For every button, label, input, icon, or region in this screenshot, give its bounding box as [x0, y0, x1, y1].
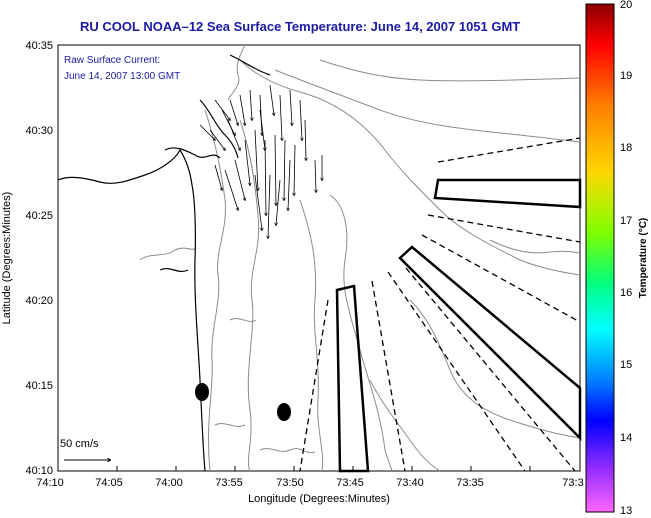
- x-tick-label: 73:45: [336, 477, 364, 489]
- buoy-marker-west: [195, 383, 209, 401]
- bathymetry-contours: [139, 44, 581, 472]
- swath-box-diagonal: [398, 245, 582, 442]
- swath-dashed-lines: [299, 137, 581, 472]
- x-tick-labels: 74:10 74:05 74:00 73:55 73:50 73:45 73:4…: [36, 477, 583, 489]
- x-tick-label: 74:10: [36, 477, 64, 489]
- colorbar-tick-labels: 20 19 18 17 16 15 14 13: [620, 0, 632, 517]
- surface-current-vectors: [199, 84, 322, 238]
- swath-box-vertical: [335, 284, 370, 473]
- sensor-swath-outlines: [335, 178, 582, 473]
- y-tick-labels: 40:35 40:30 40:25 40:20 40:15 40:10: [25, 40, 53, 477]
- figure-title: RU COOL NOAA–12 Sea Surface Temperature:…: [80, 19, 520, 34]
- y-tick-label: 40:35: [25, 40, 53, 52]
- colorbar-tick: 15: [620, 359, 632, 371]
- colorbar-label: Temperature (°C): [638, 218, 649, 299]
- colorbar-tick: 17: [620, 215, 632, 227]
- annotation-line-1: Raw Surface Current:: [64, 55, 160, 66]
- scale-label: 50 cm/s: [60, 438, 99, 450]
- x-tick-label: 73:3: [562, 477, 583, 489]
- x-tick-label: 73:40: [396, 477, 424, 489]
- coastline: [57, 54, 271, 472]
- colorbar: [585, 3, 615, 513]
- y-axis-label: Latitude (Degrees:Minutes): [1, 192, 13, 325]
- x-tick-label: 73:35: [456, 477, 484, 489]
- x-tick-label: 74:05: [95, 477, 123, 489]
- y-tick-label: 40:25: [25, 210, 53, 222]
- colorbar-tick: 16: [620, 287, 632, 299]
- y-tick-label: 40:10: [25, 465, 53, 477]
- colorbar-tick: 19: [620, 70, 632, 82]
- y-tick-label: 40:20: [25, 295, 53, 307]
- x-tick-label: 74:00: [155, 477, 183, 489]
- swath-box-upper: [433, 178, 582, 209]
- colorbar-tick: 20: [620, 0, 632, 11]
- y-tick-label: 40:30: [25, 125, 53, 137]
- y-tick-label: 40:15: [25, 380, 53, 392]
- colorbar-tick: 18: [620, 142, 632, 154]
- annotation-line-2: June 14, 2007 13:00 GMT: [64, 71, 180, 82]
- buoy-marker-east: [277, 403, 291, 421]
- x-tick-label: 73:55: [215, 477, 243, 489]
- x-axis-label: Longitude (Degrees:Minutes): [248, 493, 390, 505]
- x-tick-label: 73:50: [276, 477, 304, 489]
- x-tick-marks: [57, 466, 531, 471]
- colorbar-tick: 13: [620, 505, 632, 517]
- colorbar-tick: 14: [620, 432, 632, 444]
- plot-area: [57, 44, 581, 472]
